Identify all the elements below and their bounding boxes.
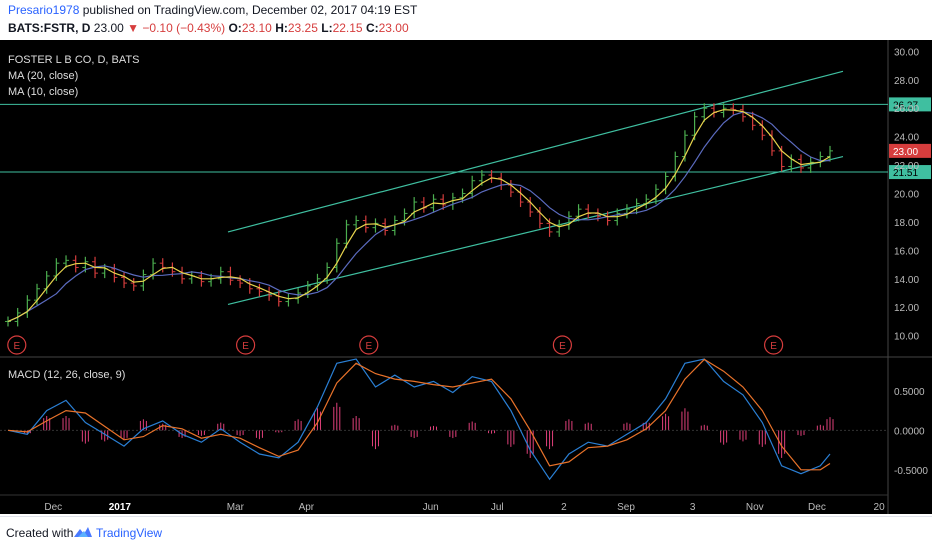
low-value: 22.15 [332, 21, 363, 35]
earnings-marker [763, 335, 784, 355]
time-tick-label: Nov [746, 502, 764, 513]
time-tick-label: Sep [617, 502, 635, 513]
ma10-line [7, 109, 831, 323]
earnings-marker-label: E [365, 341, 372, 352]
earnings-marker-label: E [13, 341, 20, 352]
price-tick-label: 24.00 [894, 133, 919, 144]
price-tick-label: 14.00 [894, 275, 919, 286]
chart-canvas[interactable]: 26.27 21.51 23.00 E E E E E 30.00 28.00 26.00 24.… [0, 40, 932, 514]
earnings-marker-label: E [242, 341, 249, 352]
tradingview-link[interactable]: TradingView [96, 526, 163, 540]
symbol-label: BATS:FSTR, D [8, 21, 91, 35]
level-label: 21.51 [893, 168, 918, 179]
price-tick-label: 12.00 [894, 303, 919, 314]
price-tick-label: 10.00 [894, 332, 919, 343]
ma20-line [7, 111, 830, 323]
publish-line: Presario1978 published on TradingView.co… [8, 3, 417, 17]
last-price: 23.00 [93, 21, 124, 35]
time-tick-label: Jun [423, 502, 439, 513]
legend-ma20: MA (20, close) [8, 70, 78, 82]
created-with-text: Created with [6, 526, 74, 540]
earnings-marker-label: E [559, 341, 566, 352]
time-tick-label: Apr [299, 502, 315, 513]
price-change: −0.10 (−0.43%) [142, 21, 226, 35]
time-tick-label: 2 [561, 502, 567, 513]
level-label: 26.27 [893, 100, 918, 111]
published-text: published on TradingView.com, December 0… [82, 3, 418, 17]
open-label: O: [228, 21, 242, 35]
signal-line [7, 358, 831, 471]
time-tick-label: Dec [808, 502, 826, 513]
last-price-label-bg [889, 143, 931, 158]
macd-tick-label: 0.0000 [894, 426, 925, 437]
price-tick-label: 20.00 [894, 190, 919, 201]
footer: Created with TradingView [0, 516, 932, 551]
price-tick-label: 28.00 [894, 76, 919, 87]
last-price-label: 23.00 [893, 147, 918, 158]
low-label: L: [321, 21, 333, 35]
tradingview-logo-icon[interactable] [73, 525, 93, 539]
channel-upper-line [227, 70, 844, 233]
close-value: 23.00 [378, 21, 409, 35]
price-tick-label: 26.00 [894, 104, 919, 115]
chart-background [0, 40, 932, 514]
time-tick-label: Mar [227, 502, 245, 513]
time-tick-label: 3 [690, 502, 696, 513]
high-value: 23.25 [287, 21, 318, 35]
earnings-marker [7, 335, 27, 355]
legend-macd: MACD (12, 26, close, 9) [8, 369, 125, 381]
price-tick-label: 22.00 [894, 161, 919, 172]
time-tick-label: Dec [44, 502, 62, 513]
macd-tick-label: 0.5000 [894, 387, 925, 398]
earnings-marker [359, 335, 379, 355]
legend-ma10: MA (10, close) [8, 86, 78, 98]
time-tick-label: 20 [874, 502, 886, 513]
level-label-bg [889, 97, 931, 112]
level-label-bg [889, 165, 931, 180]
earnings-marker-label: E [770, 341, 777, 352]
macd-line [7, 358, 831, 481]
price-tick-label: 16.00 [894, 246, 919, 257]
high-label: H: [275, 21, 288, 35]
open-value: 23.10 [241, 21, 272, 35]
legend-title: FOSTER L B CO, D, BATS [8, 54, 139, 66]
earnings-marker [236, 335, 256, 355]
time-tick-label: Jul [491, 502, 504, 513]
price-tick-label: 18.00 [894, 218, 919, 229]
close-label: C: [365, 21, 379, 35]
macd-tick-label: -0.5000 [894, 466, 928, 477]
price-tick-label: 30.00 [894, 47, 919, 58]
author-link[interactable]: Presario1978 [8, 3, 80, 17]
ohlc-line: BATS:FSTR, D 23.00 ▼ −0.10 (−0.43%) O:23… [8, 21, 409, 35]
down-arrow-icon: ▼ [127, 21, 140, 35]
earnings-marker [552, 335, 573, 355]
channel-lower-line [227, 155, 844, 305]
time-tick-label: 2017 [109, 502, 132, 513]
